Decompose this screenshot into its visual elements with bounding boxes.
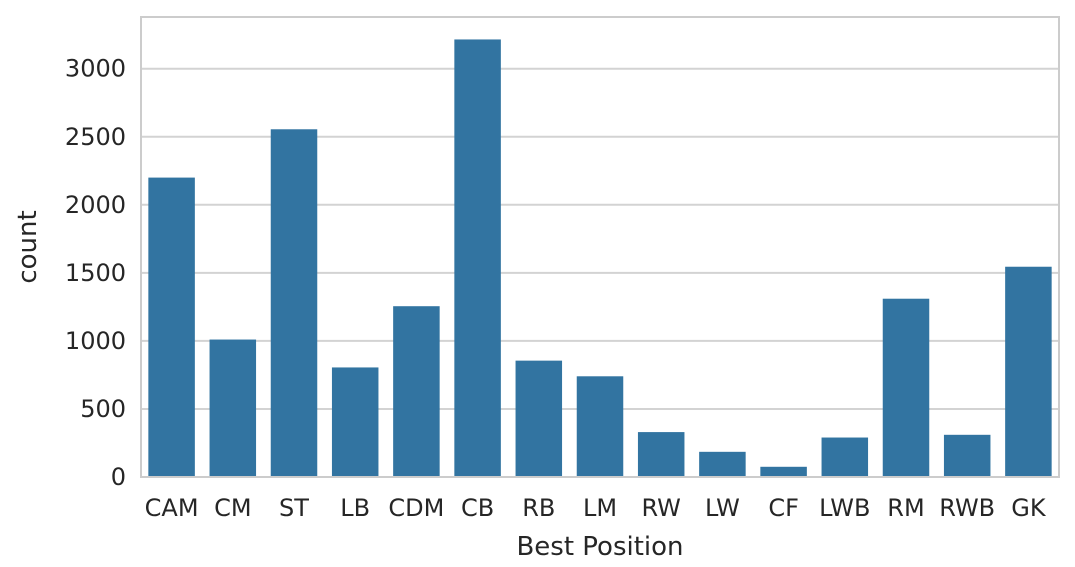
x-tick-label: CAM — [145, 494, 199, 522]
x-tick-label: RWB — [939, 494, 995, 522]
x-tick-label: CM — [214, 494, 251, 522]
x-tick-label: GK — [1011, 494, 1047, 522]
bar-cam — [148, 177, 195, 477]
bar-gk — [1005, 266, 1052, 477]
bar-rwb — [943, 434, 991, 477]
x-tick-label: CF — [768, 494, 799, 522]
bar-lwb — [821, 437, 869, 477]
y-tick-label: 2500 — [65, 123, 126, 151]
x-tick-label: RB — [522, 494, 555, 522]
y-axis-label: count — [13, 210, 43, 283]
x-tick-label: LB — [340, 494, 370, 522]
bar-cm — [209, 339, 257, 477]
y-tick-labels: 0 500 1000 1500 2000 2500 3000 — [65, 55, 126, 491]
bar-rw — [637, 432, 685, 477]
x-tick-label: LWB — [819, 494, 870, 522]
bar-st — [270, 129, 318, 477]
y-tick-label: 3000 — [65, 55, 126, 83]
x-tick-label: LM — [583, 494, 617, 522]
bar-lb — [331, 367, 379, 477]
x-tick-label: RM — [887, 494, 924, 522]
x-tick-label: LW — [705, 494, 740, 522]
x-tick-labels: CAM CM ST LB CDM CB RB LM RW LW CF LWB RM RWB GK — [145, 494, 1047, 522]
bar-cb — [454, 39, 501, 477]
plot-frame — [140, 16, 1060, 478]
bar-lw — [699, 451, 746, 477]
x-tick-label: CB — [461, 494, 494, 522]
bar-rm — [882, 298, 930, 477]
bar-lm — [576, 376, 624, 477]
y-tick-label: 1500 — [65, 259, 126, 287]
bar-cf — [760, 466, 807, 477]
y-tick-label: 1000 — [65, 327, 126, 355]
y-tick-label: 0 — [111, 463, 126, 491]
bar-cdm — [393, 306, 440, 477]
y-tick-label: 2000 — [65, 191, 126, 219]
x-tick-label: ST — [279, 494, 309, 522]
x-axis-label: Best Position — [516, 532, 683, 562]
bars — [148, 39, 1052, 477]
y-tick-label: 500 — [80, 395, 126, 423]
x-tick-label: RW — [641, 494, 680, 522]
x-tick-label: CDM — [388, 494, 444, 522]
bar-rb — [515, 360, 563, 477]
